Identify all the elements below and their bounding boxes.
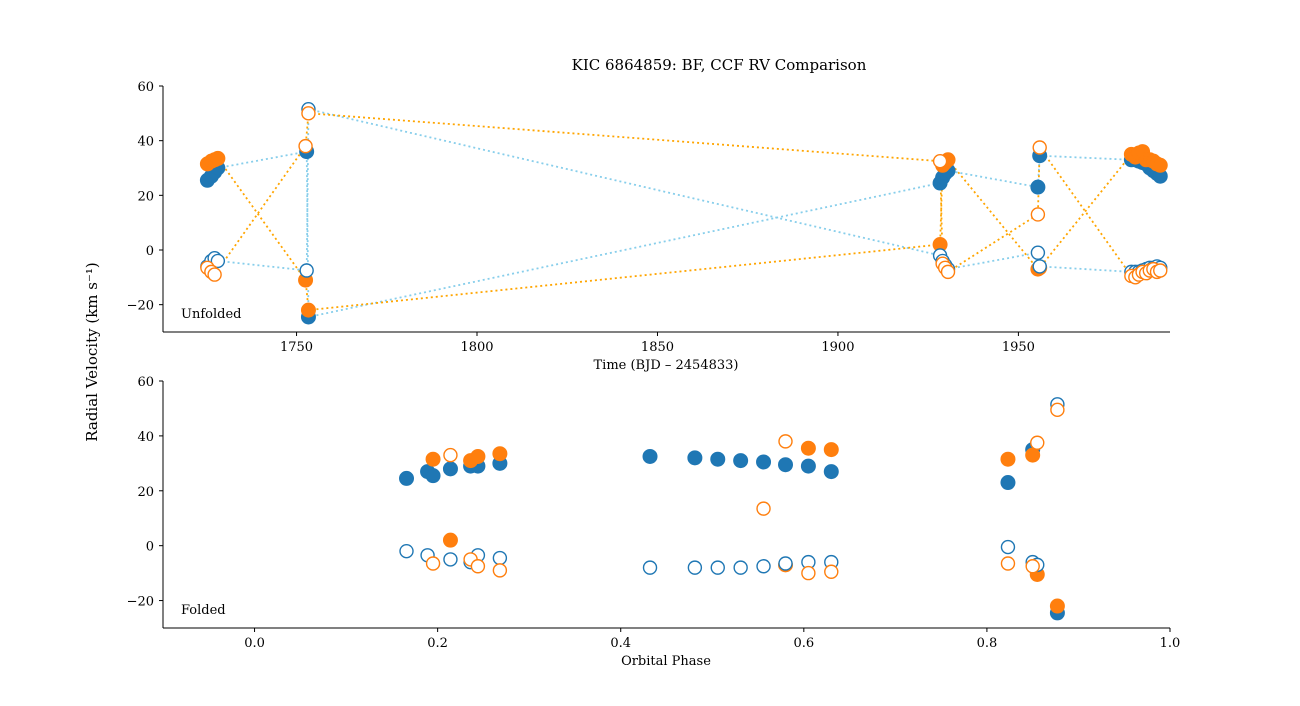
ccf-primary-point	[470, 448, 486, 464]
y-tick-label: 20	[137, 189, 154, 204]
bf-secondary-point	[492, 550, 508, 566]
bf-primary-point	[399, 470, 415, 486]
folded-panel: 0.0 0.2 0.4 0.6 0.8 1.0 −20 0 20 40 60 Folded Orbi…	[127, 375, 1181, 669]
y-tick-label: 60	[137, 375, 154, 390]
folded-panel-label: Folded	[181, 603, 226, 618]
ccf-secondary-point	[824, 564, 839, 579]
bf-secondary-point	[1032, 259, 1047, 274]
x-tick-label: 0.0	[244, 636, 265, 651]
y-tick-label: 0	[146, 540, 154, 555]
y-tick-label: −20	[127, 299, 154, 314]
bf-secondary-point	[443, 552, 458, 567]
bf-primary-point	[778, 457, 794, 473]
ccf-secondary-point	[1030, 207, 1046, 222]
bf-secondary-point	[687, 560, 703, 575]
ccf-secondary-point	[443, 447, 458, 463]
bf-secondary-point	[733, 560, 748, 575]
x-tick-label: 0.8	[977, 636, 998, 651]
y-tick-label: 0	[146, 244, 154, 259]
ccf-primary-point	[823, 442, 839, 458]
bf-primary-point	[823, 464, 839, 480]
ccf-secondary-point	[301, 106, 316, 121]
bf-primary-point	[756, 454, 772, 470]
x-tick-label: 0.2	[427, 636, 448, 651]
x-tick-label: 1750	[280, 340, 313, 355]
bf-secondary-point	[399, 543, 414, 559]
ccf-secondary-point	[492, 563, 508, 578]
bf-primary-point	[800, 458, 816, 474]
bf-primary-point	[642, 448, 658, 464]
y-tick-label: 20	[137, 485, 154, 500]
x-tick-label: 1.0	[1160, 636, 1181, 651]
y-tick-label: 60	[137, 80, 154, 95]
y-tick-label: 40	[137, 430, 154, 445]
y-axis-title: Radial Velocity (km s⁻¹)	[83, 262, 101, 442]
ccf-primary-point	[1025, 447, 1041, 463]
y-tick-label: 40	[137, 135, 154, 150]
ccf-secondary-point	[1030, 435, 1045, 450]
x-tick-label: 1850	[641, 340, 674, 355]
ccf-primary-point	[300, 302, 316, 318]
ccf-primary-point	[442, 532, 458, 548]
unfolded-x-axis-title: Time (BJD – 2454833)	[594, 358, 739, 373]
bf-primary-line	[206, 150, 1161, 319]
ccf-secondary-point	[940, 264, 956, 280]
x-tick-label: 0.4	[610, 636, 631, 651]
ccf-primary-point	[425, 451, 441, 467]
ccf-secondary-point	[298, 138, 313, 154]
ccf-secondary-point	[470, 559, 486, 574]
bf-secondary-point	[710, 560, 725, 575]
ccf-secondary-point	[425, 556, 441, 571]
ccf-secondary-point	[1050, 402, 1065, 418]
ccf-secondary-point	[1000, 556, 1016, 571]
y-tick-label: −20	[127, 595, 154, 610]
chart-title: KIC 6864859: BF, CCF RV Comparison	[572, 56, 867, 74]
bf-secondary-point	[210, 253, 226, 269]
bf-secondary-point	[1030, 245, 1046, 260]
x-tick-label: 0.6	[793, 636, 814, 651]
bf-primary-point	[687, 450, 703, 466]
bf-secondary-point	[642, 560, 658, 575]
ccf-secondary-point	[932, 153, 948, 169]
ccf-secondary-point	[801, 565, 816, 581]
bf-primary-point	[425, 468, 441, 484]
folded-x-axis-title: Orbital Phase	[621, 654, 711, 669]
ccf-secondary-point	[778, 434, 793, 449]
ccf-primary-point	[210, 150, 226, 166]
bf-primary-point	[442, 461, 458, 477]
bf-primary-point	[1000, 475, 1016, 491]
ccf-primary-line	[206, 150, 1161, 312]
bf-primary-point	[1030, 179, 1046, 195]
ccf-primary-point	[1000, 451, 1016, 467]
bf-secondary-point	[756, 559, 771, 574]
unfolded-plot-area: 1750 1800 1850 1900 1950 −20 0 20 40 60	[127, 80, 1170, 355]
ccf-secondary-point	[1032, 140, 1047, 155]
x-tick-label: 1950	[1002, 340, 1035, 355]
ccf-secondary-point	[756, 501, 771, 516]
bf-secondary-point	[1000, 539, 1016, 555]
bf-primary-point	[710, 451, 726, 467]
ccf-secondary-point	[207, 267, 222, 282]
bf-primary-point	[733, 453, 749, 469]
unfolded-panel-label: Unfolded	[181, 307, 241, 322]
bf-secondary-point	[299, 263, 314, 278]
x-tick-label: 1800	[460, 340, 493, 355]
bf-secondary-line	[206, 108, 1161, 273]
folded-plot-area: 0.0 0.2 0.4 0.6 0.8 1.0 −20 0 20 40 60	[127, 375, 1181, 651]
x-tick-label: 1900	[821, 340, 854, 355]
ccf-primary-point	[800, 440, 816, 456]
bf-secondary-point	[778, 556, 793, 571]
ccf-primary-point	[1152, 157, 1168, 173]
ccf-primary-point	[492, 446, 508, 462]
ccf-primary-point	[1049, 598, 1065, 614]
ccf-secondary-point	[1153, 263, 1168, 278]
ccf-secondary-point	[1025, 559, 1040, 574]
